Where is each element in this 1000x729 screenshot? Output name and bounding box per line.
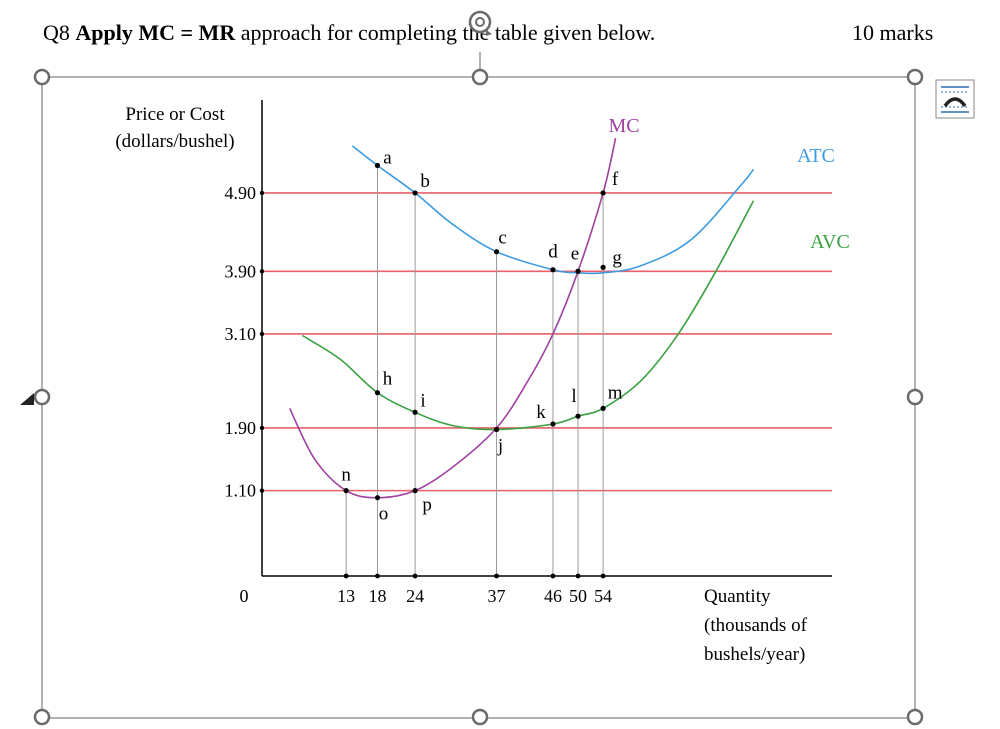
point-label-n: n [341,465,351,486]
resize-handle-right[interactable] [906,388,924,406]
x-tick-label: 24 [406,586,424,606]
price-tick-label: 3.10 [225,324,257,344]
price-tick-dot [259,190,265,196]
avc-series-label: AVC [810,231,850,253]
x-tick-label: 37 [488,586,506,606]
mc-curve [288,137,617,499]
point-label-d: d [548,242,558,263]
atc-curve [351,145,755,275]
curves [288,137,755,499]
price-tick-dot [259,488,265,493]
point-a [374,162,381,169]
point-label-p: p [422,495,432,516]
point-c [493,249,500,255]
resize-handle-top-left[interactable] [33,68,51,86]
point-label-g: g [612,247,622,268]
resize-handle-bottom-right[interactable] [906,708,924,726]
point-e [575,268,581,274]
drop-lines [345,165,604,576]
point-i [412,409,418,415]
point-label-b: b [420,171,430,192]
chart-labels: 4.90 3.90 3.10 1.90 1.10 0 Price or Cost (dolla… [115,104,849,665]
point-j [493,426,500,433]
point-label-e: e [571,243,579,264]
origin-label: 0 [240,586,249,606]
point-label-h: h [383,369,393,390]
point-d [550,267,556,273]
price-tick-dot [259,425,265,431]
price-tick-dot [259,331,265,337]
point-label-k: k [536,402,546,423]
point-p [412,488,418,494]
point-f [600,190,606,196]
resize-handle-bottom-left[interactable] [33,708,51,726]
price-tick-label: 4.90 [225,183,257,203]
price-tick-label: 1.10 [225,481,257,501]
price-tick-dot [259,269,265,274]
resize-handle-top[interactable] [471,68,489,86]
axes [261,100,832,577]
x-tick-dot [600,573,606,579]
point-label-i: i [420,390,425,411]
point-b [412,190,418,196]
price-lines [262,192,832,492]
x-tick-dot [550,573,556,579]
point-markers [259,162,606,579]
avc-curve [301,200,755,431]
marks-label: 10 marks [852,20,934,45]
x-tick-dot [494,573,499,579]
rotate-handle-icon[interactable] [468,10,492,36]
x-tick-dot [575,573,581,579]
resize-handle-top-right[interactable] [906,68,924,86]
x-tick-label: 13 [337,586,355,606]
point-label-o: o [379,504,389,525]
point-l [575,413,581,419]
x-tick-label: 50 [569,586,587,606]
price-tick-label: 1.90 [225,418,257,438]
y-axis-label: (dollars/bushel) [115,131,234,152]
mc-series-label: MC [608,115,639,137]
anchor-icon [20,393,34,405]
question-text: Q8 Apply MC = MR approach for completing… [43,20,655,46]
point-label-f: f [612,169,619,190]
x-tick-dot [412,573,418,579]
cost-curves-chart: 4.90 3.90 3.10 1.90 1.10 0 Price or Cost (dolla… [115,100,850,665]
x-tick-dot [375,573,380,579]
x-axis-label: Quantity [704,586,771,607]
point-m [600,405,606,411]
point-label-j: j [497,436,503,457]
layout-options-icon [941,86,969,113]
point-label-a: a [383,148,392,169]
price-tick-label: 3.90 [225,261,257,281]
x-axis-label: bushels/year) [704,644,805,665]
point-n [343,488,349,494]
question-number: Q8 [43,20,70,45]
x-tick-label: 46 [544,586,562,606]
atc-series-label: ATC [797,145,835,167]
resize-handle-left[interactable] [33,388,51,406]
x-tick-label: 54 [594,586,612,606]
point-k [550,421,556,427]
point-label-c: c [498,228,506,249]
point-g [600,264,606,270]
question-bold-text: Apply MC = MR [75,20,236,45]
question-rest-text: approach for completing the table given … [240,20,656,45]
x-tick-label: 18 [368,586,386,606]
x-tick-dot [343,573,349,579]
point-label-m: m [608,382,623,403]
point-h [374,390,381,396]
point-o [374,495,381,501]
point-label-l: l [571,386,576,407]
y-axis-label: Price or Cost [125,104,225,125]
x-axis-label: (thousands of [704,615,808,636]
layout-options-button[interactable] [935,79,975,119]
resize-handle-bottom[interactable] [471,708,489,726]
